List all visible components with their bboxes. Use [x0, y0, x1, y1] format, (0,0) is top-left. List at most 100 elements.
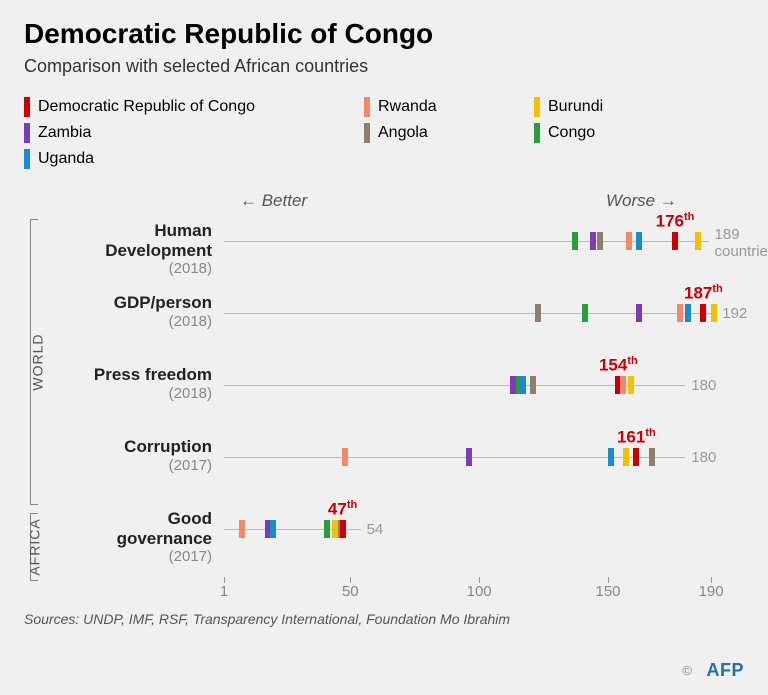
legend-swatch [534, 97, 540, 117]
data-tick [628, 376, 634, 394]
data-tick [597, 232, 603, 250]
page-subtitle: Comparison with selected African countri… [24, 56, 744, 77]
x-tick-label: 50 [342, 583, 359, 600]
data-tick [270, 520, 276, 538]
data-tick [572, 232, 578, 250]
data-tick [608, 448, 614, 466]
metric-year: (2018) [114, 313, 212, 330]
data-tick [510, 376, 516, 394]
legend-swatch [24, 123, 30, 143]
legend-item: Burundi [534, 97, 704, 117]
page-title: Democratic Republic of Congo [24, 18, 744, 50]
copyright: © [682, 663, 692, 678]
metric-name: Corruption [124, 437, 212, 457]
total-label: 189countries [715, 227, 768, 260]
legend-label: Rwanda [378, 98, 437, 116]
x-tick-label: 1 [220, 583, 228, 600]
data-tick [685, 304, 691, 322]
metric-name: Good [117, 509, 212, 529]
legend-label: Congo [548, 124, 595, 142]
data-tick [649, 448, 655, 466]
data-tick [535, 304, 541, 322]
data-tick [239, 520, 245, 538]
data-tick [700, 304, 706, 322]
x-tick-label: 190 [699, 583, 724, 600]
metric-row: GDP/person(2018) 187th192 [24, 285, 744, 357]
data-tick [633, 448, 639, 466]
legend-swatch [24, 97, 30, 117]
sources: Sources: UNDP, IMF, RSF, Transparency In… [24, 611, 744, 627]
metric-label: Goodgovernance(2017) [117, 509, 212, 565]
metric-row: HumanDevelopment(2018)176th189countries [24, 213, 744, 285]
legend-item: Uganda [24, 149, 364, 169]
data-tick [711, 304, 717, 322]
x-axis: 150100150190 [24, 577, 744, 601]
legend-item: Rwanda [364, 97, 534, 117]
data-tick [342, 448, 348, 466]
drc-rank-label: 161th [617, 427, 656, 448]
metric-label: Press freedom(2018) [94, 365, 212, 402]
legend-label: Uganda [38, 150, 94, 168]
legend-swatch [364, 97, 370, 117]
drc-rank-label: 154th [599, 355, 638, 376]
legend-item: Zambia [24, 123, 364, 143]
legend-item: Angola [364, 123, 534, 143]
total-label: 54 [367, 521, 384, 538]
data-tick [620, 376, 626, 394]
scale-worse: Worse → [606, 191, 677, 211]
data-tick [695, 232, 701, 250]
legend-label: Democratic Republic of Congo [38, 98, 255, 116]
data-tick [332, 520, 338, 538]
metric-year: (2017) [117, 548, 212, 565]
total-label: 180 [691, 377, 716, 394]
x-tick-label: 100 [467, 583, 492, 600]
metric-name: Development [105, 241, 212, 261]
data-tick [520, 376, 526, 394]
data-tick [340, 520, 346, 538]
data-tick [623, 448, 629, 466]
legend-swatch [534, 123, 540, 143]
metric-label: GDP/person(2018) [114, 293, 212, 330]
legend-swatch [24, 149, 30, 169]
chart-area: WORLDAFRICAHumanDevelopment(2018)176th18… [24, 213, 744, 573]
metric-name: Press freedom [94, 365, 212, 385]
metric-row: Goodgovernance(2017) 47th 54 [24, 501, 744, 573]
legend-swatch [364, 123, 370, 143]
legend-item: Congo [534, 123, 704, 143]
metric-name: GDP/person [114, 293, 212, 313]
data-tick [636, 304, 642, 322]
total-label: 180 [691, 449, 716, 466]
total-label: 192 [722, 305, 747, 322]
legend-label: Zambia [38, 124, 91, 142]
metric-year: (2018) [94, 385, 212, 402]
metric-name: Human [105, 221, 212, 241]
axis-line [224, 457, 685, 458]
metric-name: governance [117, 529, 212, 549]
credit: AFP [707, 660, 745, 681]
data-tick [636, 232, 642, 250]
metric-label: Corruption(2017) [124, 437, 212, 474]
axis-line [224, 313, 716, 314]
x-tick-label: 150 [596, 583, 621, 600]
metric-year: (2018) [105, 260, 212, 277]
metric-label: HumanDevelopment(2018) [105, 221, 212, 277]
data-tick [677, 304, 683, 322]
data-tick [466, 448, 472, 466]
metric-year: (2017) [124, 457, 212, 474]
data-tick [324, 520, 330, 538]
legend: Democratic Republic of Congo Rwanda Burund… [24, 97, 744, 169]
scale-better: ← Better [240, 191, 307, 211]
data-tick [582, 304, 588, 322]
data-tick [590, 232, 596, 250]
metric-row: Corruption(2017) 161th 180 [24, 429, 744, 501]
scale-labels: ← Better Worse → [24, 191, 744, 213]
metric-row: Press freedom(2018) 154th 180 [24, 357, 744, 429]
legend-label: Burundi [548, 98, 603, 116]
data-tick [530, 376, 536, 394]
drc-rank-label: 187th [684, 283, 723, 304]
drc-rank-label: 47th [328, 499, 357, 520]
data-tick [626, 232, 632, 250]
legend-item: Democratic Republic of Congo [24, 97, 364, 117]
legend-label: Angola [378, 124, 428, 142]
data-tick [672, 232, 678, 250]
